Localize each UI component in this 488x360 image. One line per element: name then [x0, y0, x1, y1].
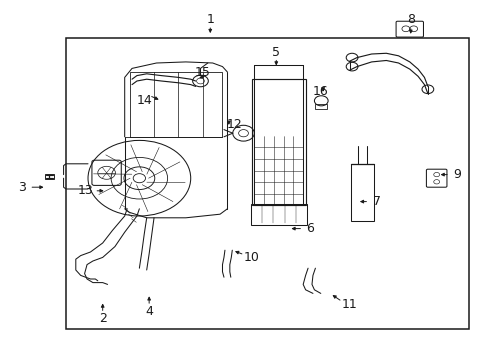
Text: 14: 14: [136, 94, 152, 107]
Text: 3: 3: [18, 181, 26, 194]
Text: 15: 15: [195, 66, 210, 78]
Text: 11: 11: [341, 298, 357, 311]
Text: 9: 9: [452, 168, 460, 181]
Text: 8: 8: [406, 13, 414, 26]
Text: 12: 12: [226, 118, 242, 131]
Text: 4: 4: [145, 305, 153, 318]
Bar: [250, 204, 306, 225]
Text: 2: 2: [99, 312, 106, 325]
Text: 5: 5: [272, 46, 280, 59]
Bar: [350, 164, 373, 221]
Text: 1: 1: [206, 13, 214, 26]
Bar: [251, 79, 305, 205]
Bar: [315, 104, 326, 109]
Bar: [66, 38, 468, 329]
Text: 6: 6: [306, 222, 314, 235]
Bar: [45, 174, 54, 179]
Bar: [254, 79, 303, 205]
Text: 16: 16: [312, 85, 327, 98]
Text: 13: 13: [78, 184, 93, 197]
Text: 10: 10: [244, 251, 259, 264]
Text: 7: 7: [372, 195, 380, 208]
